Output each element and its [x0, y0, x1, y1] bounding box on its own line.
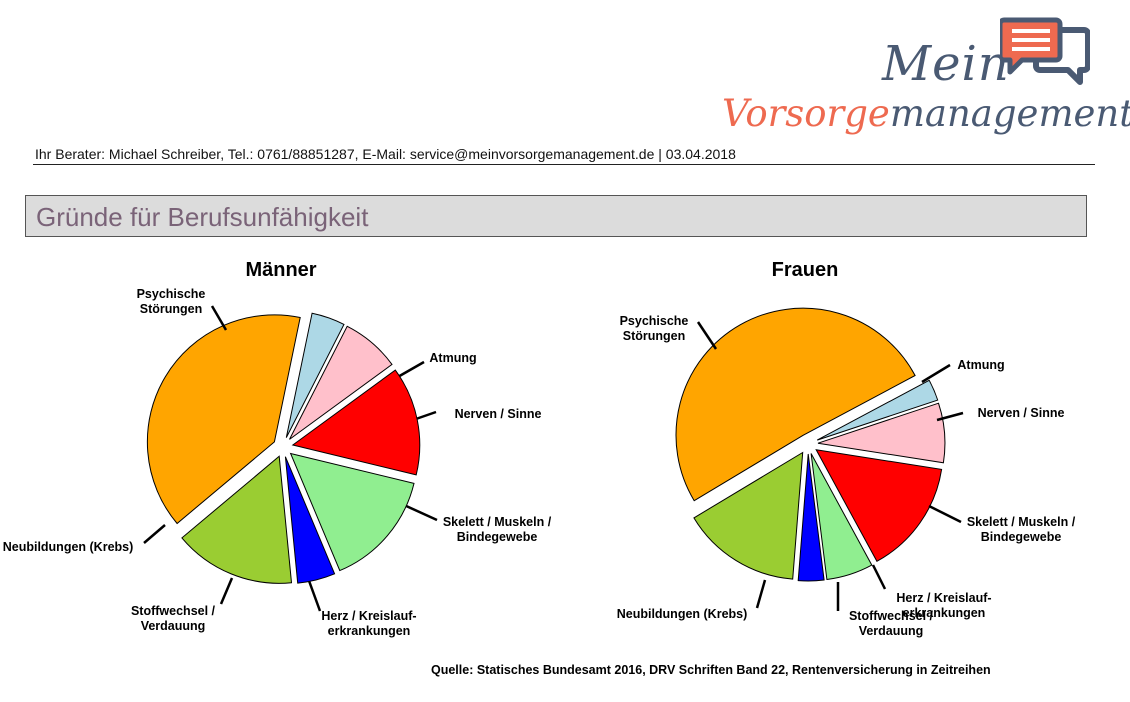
slice-label: erkrankungen [328, 624, 411, 638]
pie-slice [817, 402, 946, 464]
advisor-contact-line: Ihr Berater: Michael Schreiber, Tel.: 07… [35, 146, 736, 162]
slice-label: Störungen [623, 329, 686, 343]
slice-label: Bindegewebe [457, 530, 538, 544]
leader-line [395, 360, 425, 380]
logo-text-management: management [889, 92, 1130, 135]
leader-line [921, 363, 951, 384]
pie-slice [675, 307, 916, 502]
section-title: Gründe für Berufsunfähigkeit [36, 202, 369, 232]
slice-label: Neubildungen (Krebs) [617, 607, 748, 621]
leader-line [871, 564, 887, 590]
logo-text-vorsorge: Vorsorge [722, 92, 890, 135]
leader-line [210, 305, 228, 331]
pie-slice [816, 379, 939, 441]
slice-label: Psychische [620, 314, 689, 328]
leader-line [928, 504, 962, 524]
slice-label: Nerven / Sinne [978, 406, 1065, 420]
slice-label: Störungen [140, 302, 203, 316]
pie-slice [285, 312, 345, 438]
slice-label: Psychische [137, 287, 206, 301]
pie-slice [815, 449, 943, 562]
logo-text-vorsorgemanagement: Vorsorgemanagement [722, 92, 1130, 135]
slice-label: Herz / Kreislauf- [896, 591, 991, 605]
leader-line [936, 411, 964, 422]
slice-label: Verdauung [859, 624, 924, 638]
pie-slice [284, 456, 336, 584]
slice-label: Stoffwechsel / [131, 604, 216, 618]
section-header: Gründe für Berufsunfähigkeit [25, 195, 1087, 237]
slice-label: Neubildungen (Krebs) [3, 540, 134, 554]
chart-title: Frauen [772, 259, 839, 281]
pie-slice [693, 451, 804, 580]
slice-label: Atmung [957, 358, 1004, 372]
slice-label: Verdauung [141, 619, 206, 633]
leader-line [143, 524, 166, 544]
slice-label: erkrankungen [903, 606, 986, 620]
header-divider [33, 164, 1095, 165]
slice-label: Atmung [429, 351, 476, 365]
leader-line [219, 577, 234, 605]
chart-title: Männer [245, 259, 316, 281]
pie-slice [289, 325, 393, 440]
pie-slice [146, 314, 301, 525]
logo-text-mein: Mein [882, 36, 1010, 92]
source-note: Quelle: Statisches Bundesamt 2016, DRV S… [431, 663, 991, 677]
leader-line [696, 321, 718, 350]
leader-line [403, 503, 438, 522]
slice-label: Skelett / Muskeln / [967, 515, 1076, 529]
slice-label: Bindegewebe [981, 530, 1062, 544]
chat-bubbles-icon [1000, 17, 1090, 85]
pie-slice [797, 453, 825, 582]
pie-slice [289, 452, 415, 572]
pie-slice [810, 453, 873, 581]
pie-slice [181, 455, 293, 584]
brand-logo: Mein Vorsorgemanagement [700, 16, 1130, 146]
slice-label: Herz / Kreislauf- [321, 609, 416, 623]
slice-label: Nerven / Sinne [455, 407, 542, 421]
leader-line [755, 579, 767, 609]
slice-label: Stoffwechsel / [849, 609, 934, 623]
leader-line [306, 577, 322, 612]
slice-label: Skelett / Muskeln / [443, 515, 552, 529]
pie-slice [291, 369, 421, 476]
